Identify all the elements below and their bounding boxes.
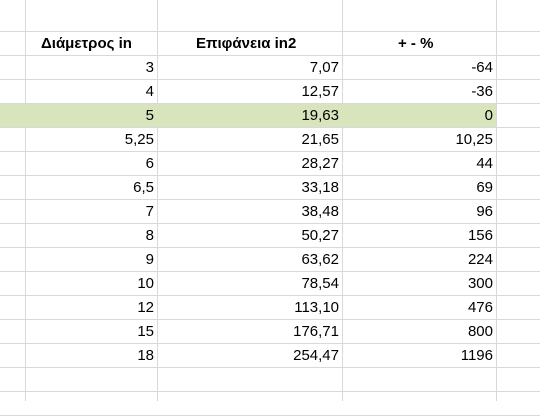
header-row: Διάμετρος in Επιφάνεια in2 + - % <box>0 32 540 56</box>
cell[interactable] <box>0 272 25 295</box>
cell[interactable] <box>25 7 157 30</box>
cell[interactable] <box>0 152 25 175</box>
cell-diameter[interactable]: 5 <box>25 104 157 127</box>
cell[interactable] <box>0 248 25 271</box>
cell[interactable] <box>157 368 342 391</box>
cell-area[interactable]: 33,18 <box>301 179 339 196</box>
cell-percent[interactable]: 476 <box>467 299 493 316</box>
cell[interactable] <box>0 128 25 151</box>
cell[interactable] <box>0 104 25 127</box>
cell[interactable] <box>25 368 157 391</box>
cell-diameter[interactable]: 10 <box>137 275 154 292</box>
empty-row <box>0 7 540 32</box>
cell-percent[interactable]: 224 <box>467 251 493 268</box>
cell[interactable] <box>157 392 342 415</box>
header-percent[interactable]: + - % <box>398 35 434 52</box>
header-diameter[interactable]: Διάμετρος in <box>41 35 132 52</box>
cell[interactable] <box>0 320 25 343</box>
cell[interactable] <box>342 392 496 415</box>
cell-percent[interactable]: 10,25 <box>455 131 493 148</box>
cell-percent[interactable]: 44 <box>476 155 493 172</box>
table-row: 18 254,47 1196 <box>0 344 540 368</box>
cell-area[interactable]: 254,47 <box>293 347 339 364</box>
cell-diameter[interactable]: 4 <box>145 83 154 100</box>
cell-area[interactable]: 12,57 <box>301 83 339 100</box>
table-row: 9 63,62 224 <box>0 248 540 272</box>
column-gridline <box>342 0 343 401</box>
cell-diameter[interactable]: 5,25 <box>124 131 154 148</box>
column-gridline <box>157 0 158 401</box>
cell-diameter[interactable]: 9 <box>145 251 154 268</box>
header-area[interactable]: Επιφάνεια in2 <box>196 35 297 52</box>
cell-diameter[interactable]: 6 <box>145 155 154 172</box>
table-row: 12 113,10 476 <box>0 296 540 320</box>
cell-area[interactable]: 38,48 <box>301 203 339 220</box>
cell-percent[interactable]: -64 <box>471 59 493 76</box>
cell[interactable] <box>0 80 25 103</box>
cell-diameter[interactable]: 8 <box>145 227 154 244</box>
cell[interactable] <box>0 224 25 247</box>
cell-percent[interactable]: 156 <box>467 227 493 244</box>
cell[interactable] <box>157 7 342 30</box>
empty-row <box>0 392 540 416</box>
cell-area[interactable]: 7,07 <box>309 59 339 76</box>
table-row: 5 19,63 0 <box>0 104 540 128</box>
cell-area[interactable]: 21,65 <box>301 131 339 148</box>
cell-area[interactable]: 28,27 <box>301 155 339 172</box>
cell-percent[interactable]: 0 <box>342 104 496 127</box>
cell-percent[interactable]: 1196 <box>460 347 493 364</box>
cell[interactable] <box>0 200 25 223</box>
cell-area[interactable]: 19,63 <box>157 104 342 127</box>
cell[interactable] <box>0 296 25 319</box>
table-row: 3 7,07 -64 <box>0 56 540 80</box>
column-gridline <box>25 0 26 401</box>
cell-percent[interactable]: -36 <box>471 83 493 100</box>
cell-diameter[interactable]: 18 <box>137 347 154 364</box>
cell[interactable] <box>0 344 25 367</box>
table-row: 6,5 33,18 69 <box>0 176 540 200</box>
cell-diameter[interactable]: 3 <box>145 59 154 76</box>
cell-percent[interactable]: 69 <box>476 179 493 196</box>
cell-area[interactable]: 113,10 <box>294 299 339 316</box>
cell-percent[interactable]: 800 <box>467 323 493 340</box>
cell-area[interactable]: 176,71 <box>293 323 339 340</box>
cell[interactable] <box>25 392 157 415</box>
cell-percent[interactable]: 96 <box>476 203 493 220</box>
cell-percent[interactable]: 300 <box>467 275 493 292</box>
cell-diameter[interactable]: 7 <box>145 203 154 220</box>
cell[interactable] <box>0 56 25 79</box>
table-row: 7 38,48 96 <box>0 200 540 224</box>
table-row: 10 78,54 300 <box>0 272 540 296</box>
column-gridline <box>496 0 497 401</box>
cell[interactable] <box>342 368 496 391</box>
table-row: 4 12,57 -36 <box>0 80 540 104</box>
table-row: 15 176,71 800 <box>0 320 540 344</box>
cell-diameter[interactable]: 15 <box>137 323 154 340</box>
table-row: 5,25 21,65 10,25 <box>0 128 540 152</box>
empty-row <box>0 368 540 392</box>
cell-area[interactable]: 50,27 <box>301 227 339 244</box>
table-row: 8 50,27 156 <box>0 224 540 248</box>
cell[interactable] <box>342 7 496 30</box>
cell[interactable] <box>0 176 25 199</box>
table-row: 6 28,27 44 <box>0 152 540 176</box>
cell-area[interactable]: 63,62 <box>301 251 339 268</box>
cell-diameter[interactable]: 12 <box>137 299 154 316</box>
cell-diameter[interactable]: 6,5 <box>133 179 154 196</box>
cell-area[interactable]: 78,54 <box>301 275 339 292</box>
